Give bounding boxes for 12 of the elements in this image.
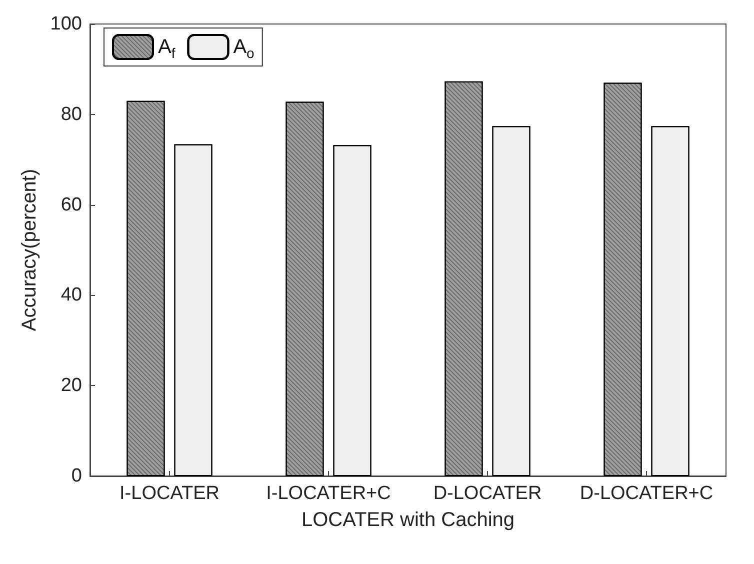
- y-axis-title: Accuracy(percent): [18, 168, 40, 332]
- y-tick-label: 100: [50, 14, 82, 34]
- x-tick-label: I-LOCATER+C: [266, 483, 391, 504]
- x-tick-label: D-LOCATER+C: [580, 483, 714, 504]
- y-tick-label: 20: [60, 375, 82, 396]
- y-tick-label: 80: [60, 104, 82, 125]
- y-tick-label: 0: [71, 466, 82, 486]
- x-axis-title: LOCATER with Caching: [301, 509, 515, 531]
- x-tick-label: D-LOCATER: [433, 483, 542, 504]
- y-tick-label: 60: [60, 194, 82, 216]
- y-tick-label: 40: [60, 284, 82, 306]
- x-tick-label: I-LOCATER: [120, 483, 220, 504]
